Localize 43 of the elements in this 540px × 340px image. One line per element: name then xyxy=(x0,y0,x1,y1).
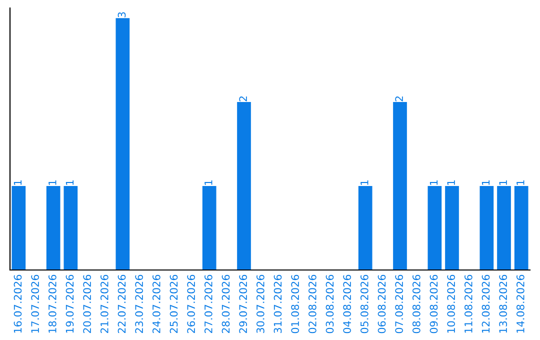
x-tick-label: 11.08.2026 xyxy=(464,274,472,333)
x-tick-label: 26.07.2026 xyxy=(187,274,196,334)
x-tick-label: 01.08.2026 xyxy=(291,274,300,334)
data-label: 1 xyxy=(447,180,455,185)
x-tick-label: 12.08.2026 xyxy=(482,274,490,333)
x-tick-label: 25.07.2026 xyxy=(170,274,178,334)
x-tick-label: 19.07.2026 xyxy=(66,274,74,333)
x-tick-label: 30.07.2026 xyxy=(256,274,264,334)
data-label: 1 xyxy=(516,180,524,185)
x-tick-label: 05.08.2026 xyxy=(360,274,368,334)
x-tick-label: 24.07.2026 xyxy=(152,274,160,334)
x-tick-label: 22.07.2026 xyxy=(118,274,126,334)
data-label: 1 xyxy=(482,180,490,185)
x-tick-label: 10.08.2026 xyxy=(447,274,456,333)
x-tick-label: 20.07.2026 xyxy=(83,274,92,334)
x-tick-label: 13.08.2026 xyxy=(499,274,508,333)
x-tick-label: 07.08.2026 xyxy=(395,274,404,334)
data-label: 2 xyxy=(239,96,247,102)
x-tick-label: 18.07.2026 xyxy=(48,274,56,333)
x-tick-label: 29.07.2026 xyxy=(239,274,248,334)
x-tick-label: 02.08.2026 xyxy=(308,274,316,334)
data-label: 1 xyxy=(48,180,56,185)
x-tick-label: 27.07.2026 xyxy=(204,274,212,334)
data-label: 1 xyxy=(499,180,507,185)
data-label: 1 xyxy=(14,180,22,185)
x-tick-label: 23.07.2026 xyxy=(135,274,144,334)
x-tick-label: 14.08.2026 xyxy=(516,274,524,333)
x-tick-label: 31.07.2026 xyxy=(274,274,282,334)
data-label: 1 xyxy=(430,180,438,185)
x-tick-label: 28.07.2026 xyxy=(222,274,230,334)
x-tick-label: 06.08.2026 xyxy=(378,274,386,334)
x-tick-label: 09.08.2026 xyxy=(430,274,438,334)
data-label: 1 xyxy=(204,180,212,185)
x-tick-label: 16.07.2026 xyxy=(14,274,22,333)
data-label: 3 xyxy=(118,12,126,18)
data-label: 1 xyxy=(66,180,74,185)
x-tick-label: 21.07.2026 xyxy=(100,274,108,334)
data-label: 1 xyxy=(360,180,368,185)
data-label: 2 xyxy=(395,96,403,102)
x-tick-label: 04.08.2026 xyxy=(343,274,352,334)
x-tick-label: 17.07.2026 xyxy=(31,274,40,333)
x-tick-label: 03.08.2026 xyxy=(326,274,334,334)
x-tick-label: 08.08.2026 xyxy=(412,274,420,334)
